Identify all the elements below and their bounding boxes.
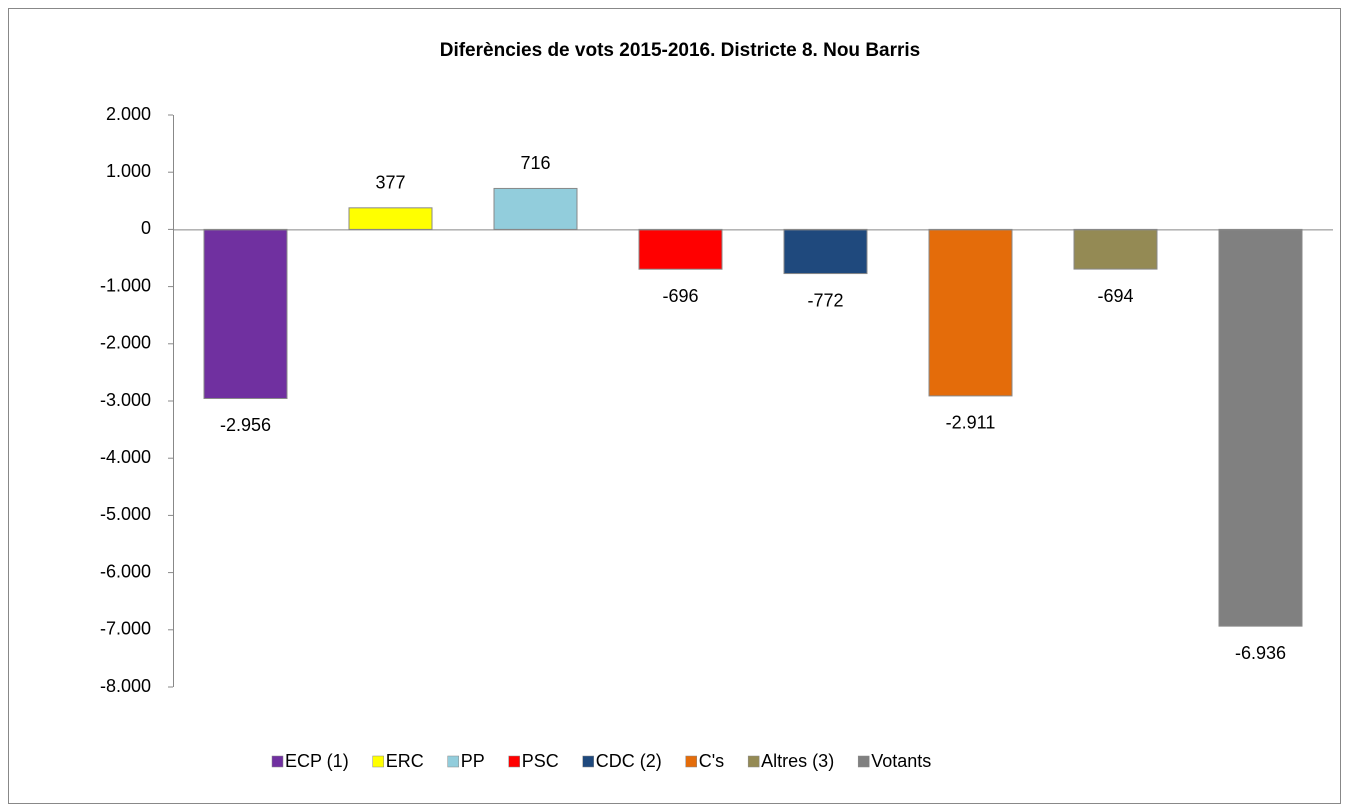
- data-label: 716: [520, 153, 550, 173]
- y-tick-label: -3.000: [100, 390, 151, 410]
- legend-swatch: [747, 755, 760, 768]
- y-tick-label: 1.000: [106, 161, 151, 181]
- bar: [783, 228, 868, 275]
- y-tick-label: -4.000: [100, 447, 151, 467]
- bar: [1073, 228, 1158, 270]
- legend-swatch: [857, 755, 870, 768]
- legend-label: ERC: [386, 751, 424, 771]
- data-label: -772: [807, 290, 843, 310]
- y-tick-label: -1.000: [100, 275, 151, 295]
- y-tick-label: -5.000: [100, 504, 151, 524]
- y-tick-label: -8.000: [100, 676, 151, 696]
- data-label: -6.936: [1235, 643, 1286, 663]
- legend-label: PP: [461, 751, 485, 771]
- chart-title: Diferències de vots 2015-2016. Districte…: [440, 40, 921, 61]
- legend-label: PSC: [522, 751, 559, 771]
- bar: [348, 207, 433, 230]
- legend-swatch: [372, 755, 384, 768]
- data-label: -694: [1097, 286, 1133, 306]
- data-label: -2.911: [946, 413, 996, 433]
- legend-swatch: [582, 755, 594, 768]
- legend-swatch: [508, 755, 520, 768]
- y-tick-label: -7.000: [100, 619, 151, 639]
- legend-label: C's: [699, 751, 724, 771]
- legend-swatch: [685, 755, 697, 768]
- bar: [928, 228, 1013, 397]
- bar: [493, 187, 578, 230]
- bar: [1218, 228, 1303, 627]
- data-label: -696: [662, 286, 698, 306]
- legend-label: CDC (2): [596, 751, 662, 771]
- bar: [203, 228, 288, 399]
- legend-label: Altres (3): [761, 751, 834, 771]
- data-label: 377: [375, 173, 405, 193]
- legend-label: ECP (1): [285, 751, 349, 771]
- bar: [638, 228, 723, 270]
- legend-swatch: [271, 755, 284, 768]
- chart-border: [8, 8, 1341, 804]
- legend-swatch: [447, 755, 459, 768]
- data-label: -2.956: [220, 415, 271, 435]
- y-tick-label: 0: [141, 218, 151, 238]
- legend-label: Votants: [871, 751, 931, 771]
- y-tick-label: -6.000: [100, 561, 151, 581]
- y-tick-label: -2.000: [100, 333, 151, 353]
- y-tick-label: 2.000: [106, 104, 151, 124]
